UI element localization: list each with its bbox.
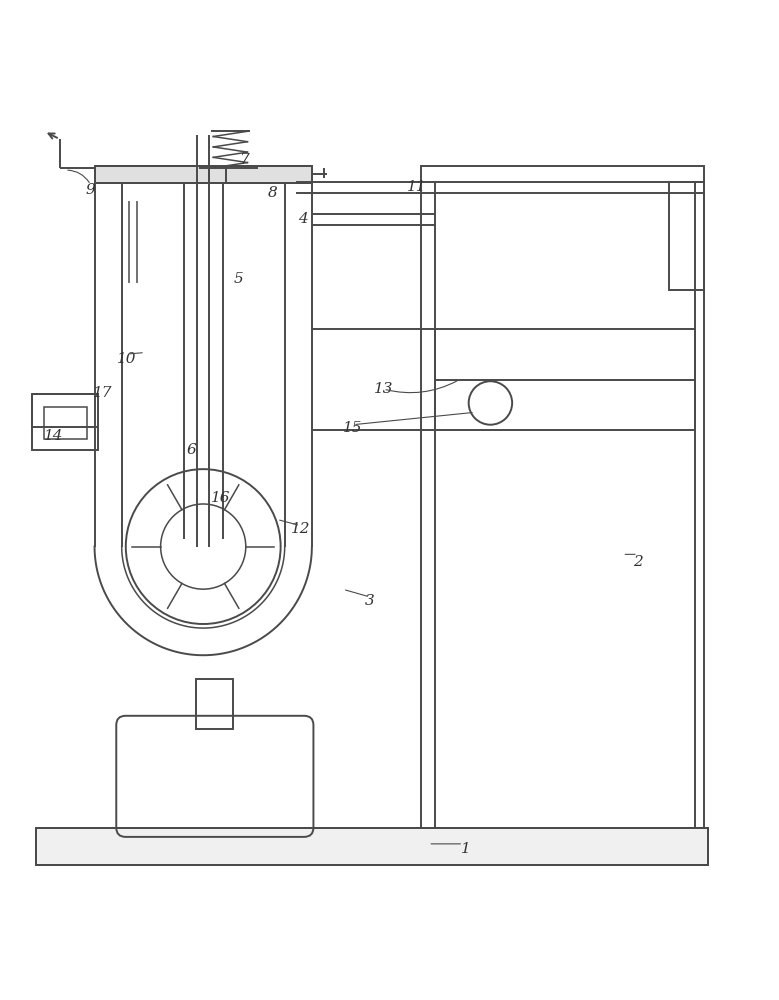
Bar (44, 407, 86, 439)
Text: 2: 2 (633, 555, 643, 569)
Bar (196, 679, 234, 729)
Bar (210, 166, 227, 183)
Text: 1: 1 (460, 842, 471, 856)
Bar (94, 166, 312, 183)
Text: 8: 8 (267, 186, 277, 200)
Bar (669, 182, 704, 290)
Text: 17: 17 (93, 386, 112, 400)
Bar (94, 166, 312, 183)
Text: 13: 13 (374, 382, 393, 396)
Text: 15: 15 (344, 421, 363, 435)
Text: 9: 9 (86, 183, 96, 197)
Bar (37, 828, 708, 865)
Text: 16: 16 (211, 491, 231, 505)
Text: 3: 3 (365, 594, 375, 608)
Text: 4: 4 (298, 212, 308, 226)
Text: 14: 14 (44, 429, 64, 443)
Text: 5: 5 (233, 272, 243, 286)
Bar (33, 394, 98, 450)
Bar (37, 828, 708, 865)
Text: 10: 10 (118, 352, 137, 366)
Text: 11: 11 (407, 180, 426, 194)
Bar (435, 329, 695, 430)
Text: 12: 12 (291, 522, 310, 536)
Text: 7: 7 (238, 153, 249, 167)
Bar (421, 166, 704, 828)
Text: 6: 6 (187, 443, 196, 457)
